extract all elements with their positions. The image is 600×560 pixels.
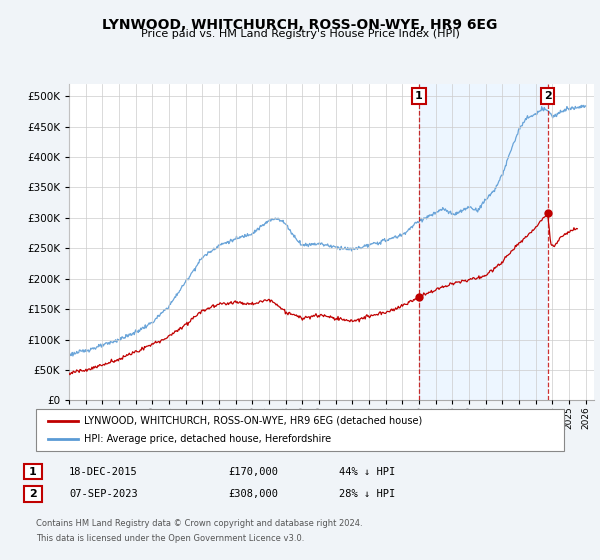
Text: This data is licensed under the Open Government Licence v3.0.: This data is licensed under the Open Gov… <box>36 534 304 543</box>
Text: 28% ↓ HPI: 28% ↓ HPI <box>339 489 395 499</box>
Text: HPI: Average price, detached house, Herefordshire: HPI: Average price, detached house, Here… <box>84 434 331 444</box>
Text: 2: 2 <box>544 91 551 101</box>
Text: LYNWOOD, WHITCHURCH, ROSS-ON-WYE, HR9 6EG (detached house): LYNWOOD, WHITCHURCH, ROSS-ON-WYE, HR9 6E… <box>84 416 422 426</box>
Text: 44% ↓ HPI: 44% ↓ HPI <box>339 466 395 477</box>
Text: 1: 1 <box>415 91 423 101</box>
Text: 1: 1 <box>29 466 37 477</box>
Text: LYNWOOD, WHITCHURCH, ROSS-ON-WYE, HR9 6EG: LYNWOOD, WHITCHURCH, ROSS-ON-WYE, HR9 6E… <box>103 18 497 32</box>
Text: Price paid vs. HM Land Registry's House Price Index (HPI): Price paid vs. HM Land Registry's House … <box>140 29 460 39</box>
Text: £308,000: £308,000 <box>228 489 278 499</box>
Text: 18-DEC-2015: 18-DEC-2015 <box>69 466 138 477</box>
Text: 2: 2 <box>29 489 37 499</box>
Text: £170,000: £170,000 <box>228 466 278 477</box>
Text: 07-SEP-2023: 07-SEP-2023 <box>69 489 138 499</box>
Text: Contains HM Land Registry data © Crown copyright and database right 2024.: Contains HM Land Registry data © Crown c… <box>36 519 362 528</box>
Bar <box>419 84 548 400</box>
